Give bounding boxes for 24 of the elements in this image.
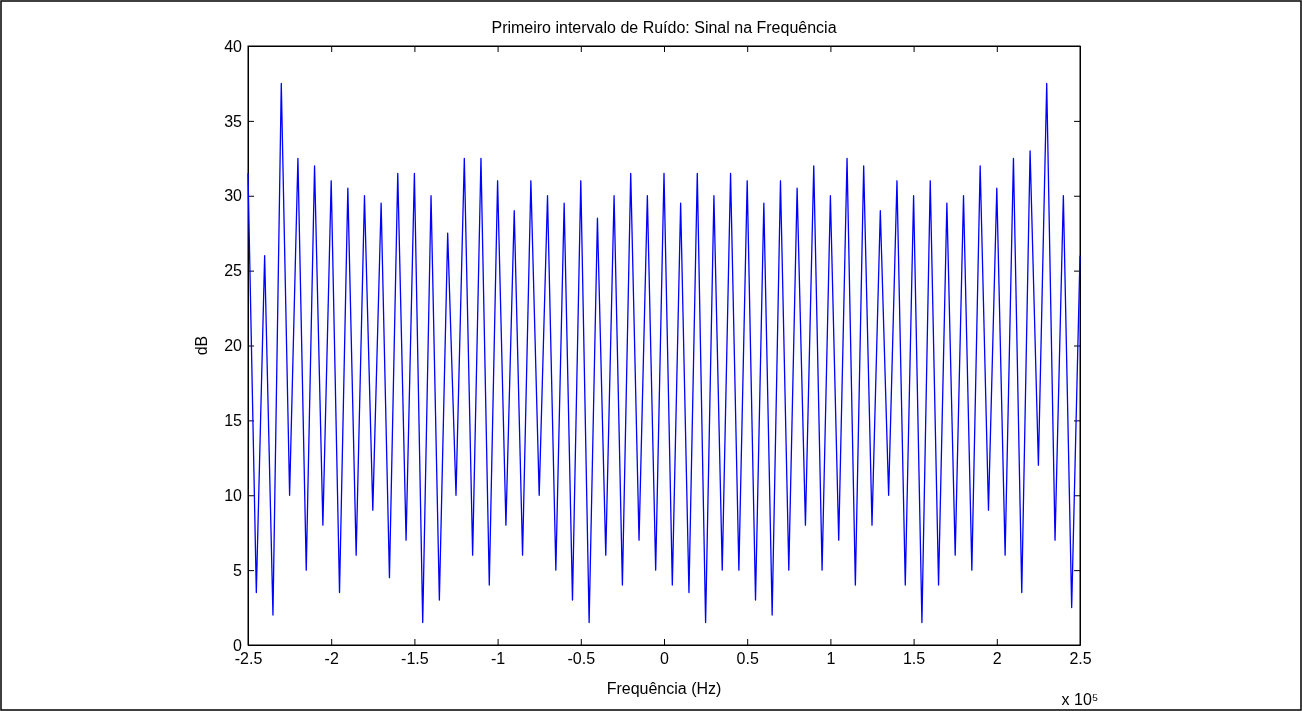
y-tick-label: 35 — [224, 112, 243, 130]
y-tick-label: 5 — [233, 561, 243, 579]
y-tick-label: 20 — [224, 337, 243, 355]
y-tick-label: 30 — [224, 187, 243, 205]
x-tick-label: 2 — [992, 650, 1002, 668]
y-tick-label: 10 — [224, 486, 243, 504]
x-tick-label: -2 — [324, 650, 339, 668]
line-series — [247, 82, 1081, 624]
x-tick-label: -1 — [490, 650, 506, 668]
x-tick-label: 0 — [660, 650, 670, 668]
y-tick-label: 40 — [224, 37, 243, 55]
x-tick-label: 2.5 — [1069, 650, 1092, 668]
y-tick-label: 15 — [224, 411, 243, 429]
x-tick-label: 1 — [826, 650, 836, 668]
chart-title: Primeiro intervalo de Ruído: Sinal na Frequência — [491, 19, 837, 36]
x-tick-label: -0.5 — [567, 650, 596, 668]
y-tick-label: 25 — [224, 262, 243, 280]
x-tick-label: 1.5 — [902, 650, 926, 668]
x-axis-title: Frequência (Hz) — [606, 680, 722, 697]
text: x 10⁵ — [1061, 691, 1099, 708]
x-tick-label: -2.5 — [234, 650, 263, 668]
y-axis-title: dB — [193, 335, 210, 356]
x-tick-label: 0.5 — [736, 650, 759, 668]
x-tick-label: -1.5 — [401, 650, 429, 668]
